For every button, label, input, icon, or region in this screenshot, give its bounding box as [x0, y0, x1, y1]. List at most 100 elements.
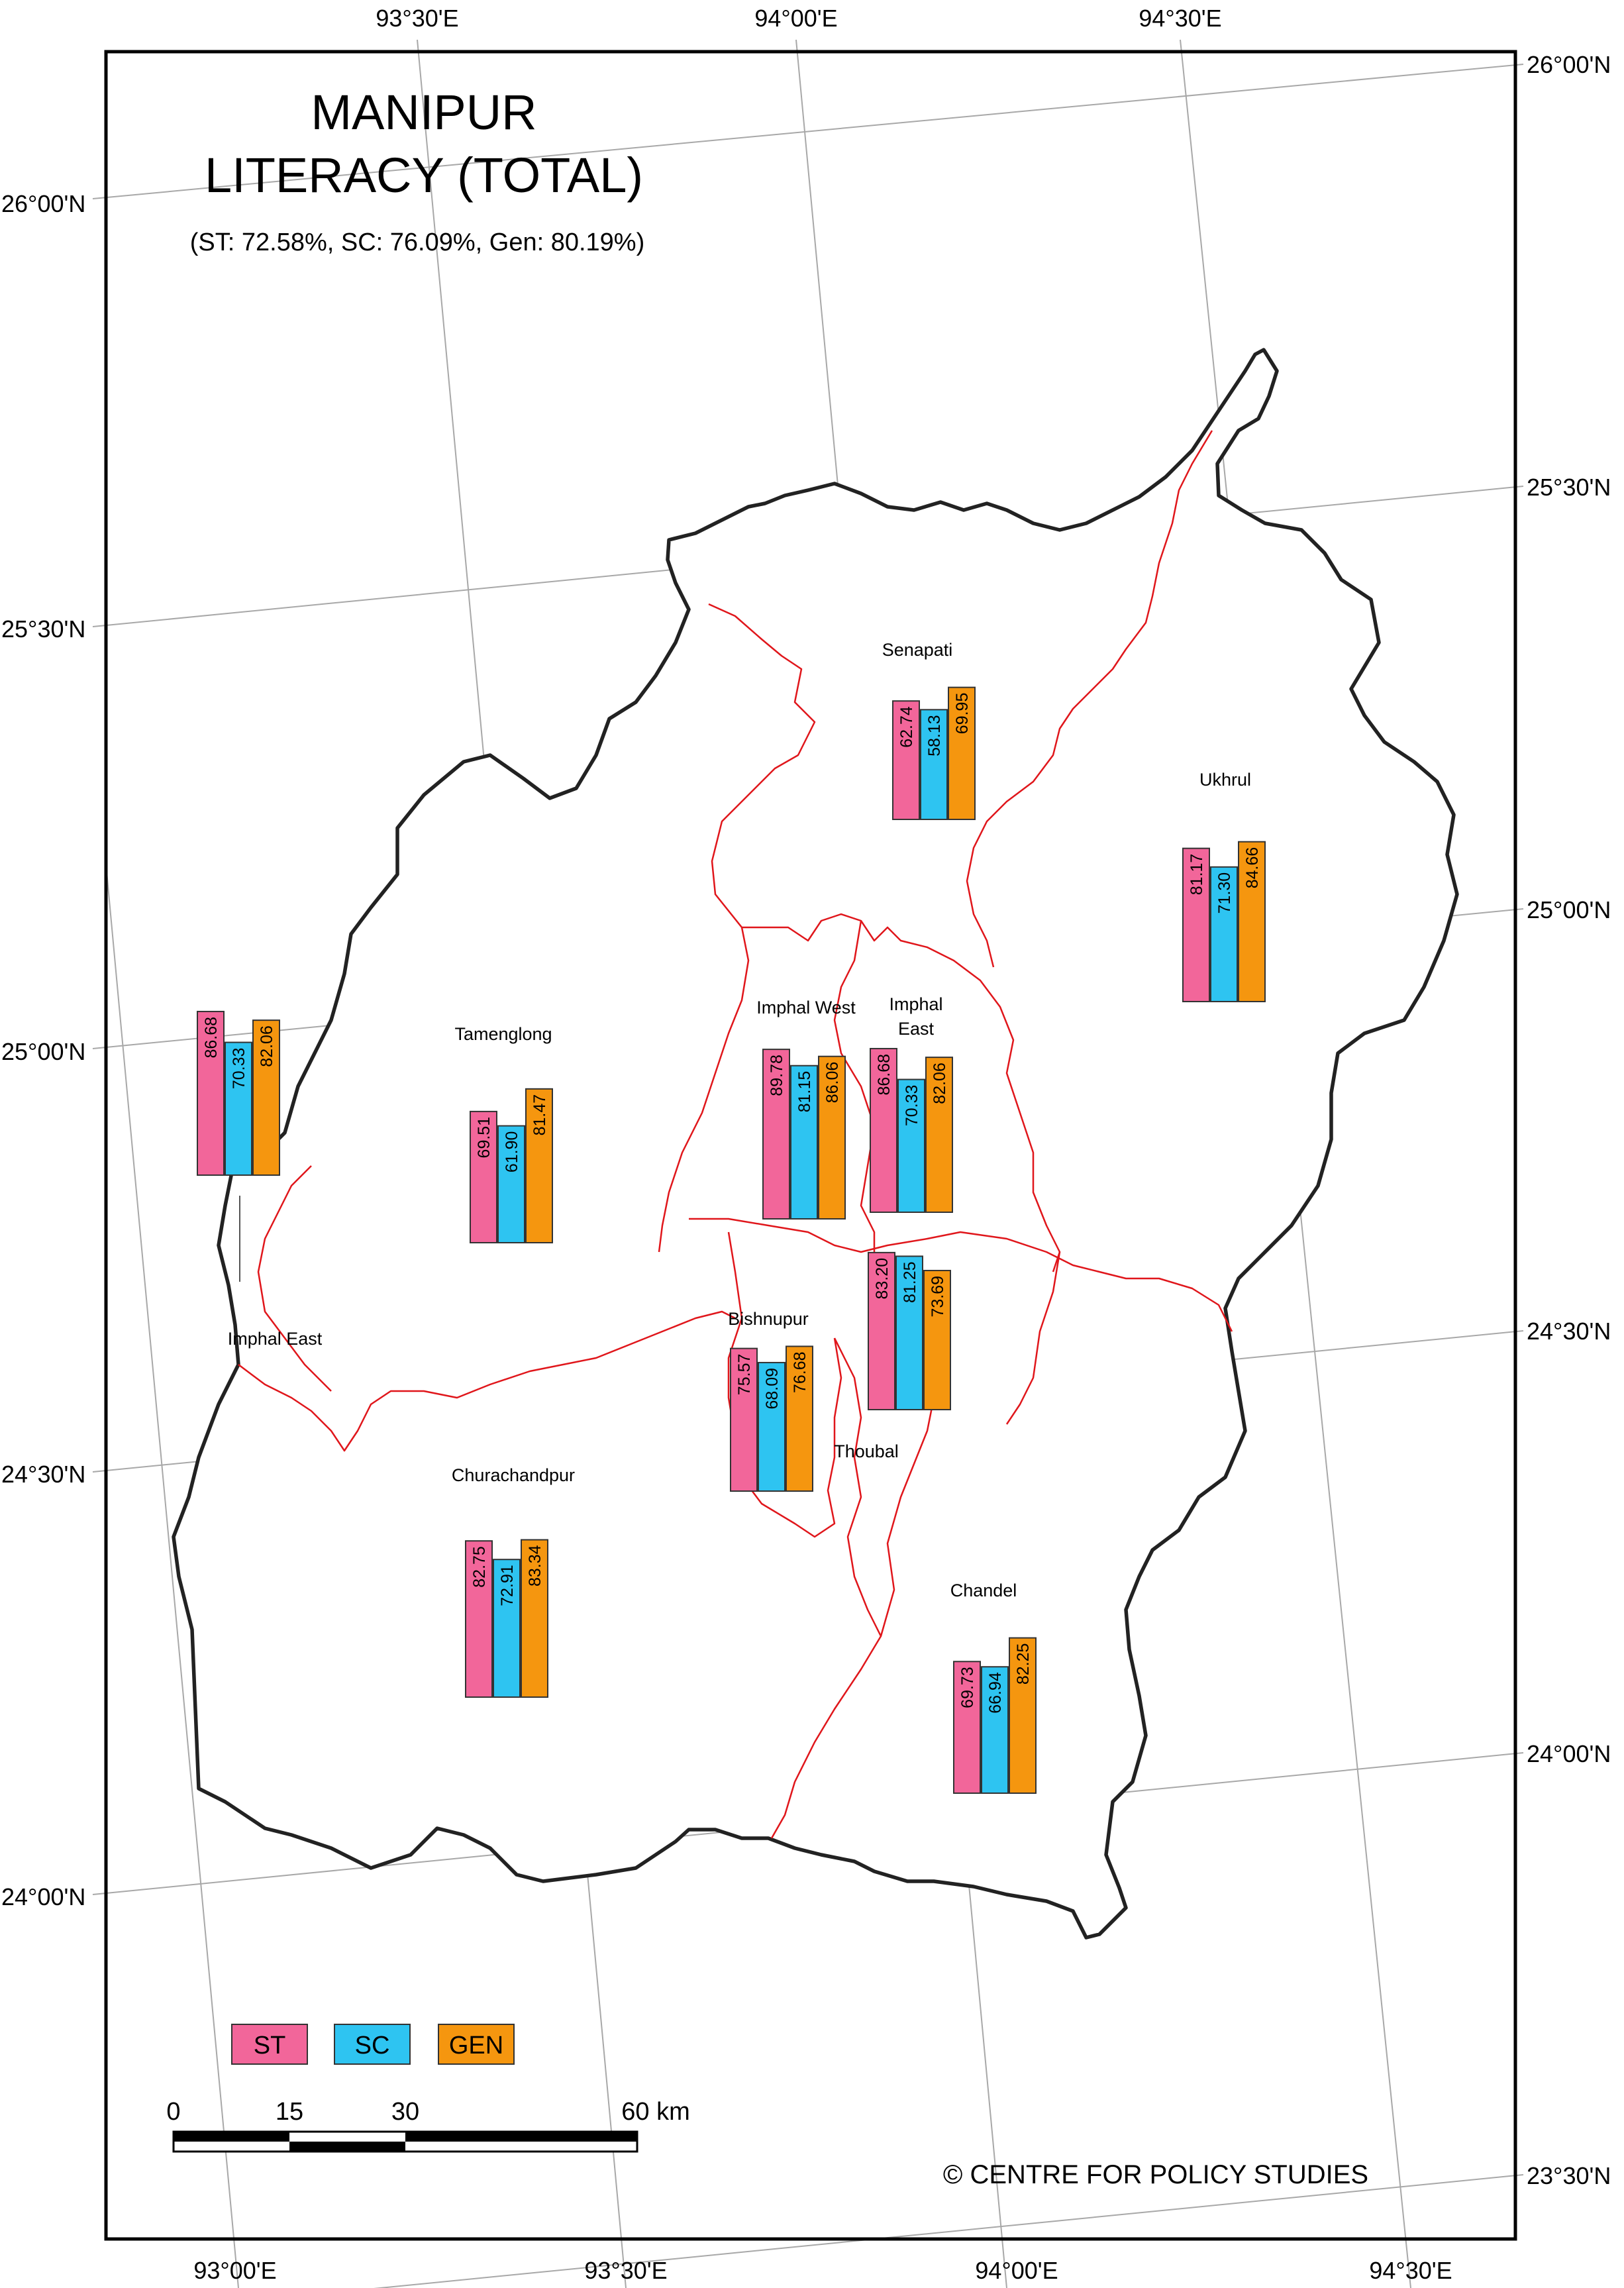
bar-st	[870, 1047, 897, 1214]
bar-value-st: 81.17	[1188, 854, 1206, 896]
map-title-line-2: LITERACY (TOTAL)	[205, 148, 643, 203]
bar-st	[730, 1347, 758, 1492]
district-chart-chandel-9: Chandel 69.73 66.94 82.25	[950, 1581, 1037, 1794]
bar-value-gen: 86.06	[823, 1062, 842, 1104]
legend-label-gen: GEN	[449, 2032, 503, 2059]
district-chart-imphal-east-5: Imphal East 86.68 70.33 82.06	[197, 1010, 323, 1349]
scale-bar-seg-2	[289, 2142, 405, 2152]
legend-label-st: ST	[254, 2032, 286, 2059]
bar-value-sc: 70.33	[903, 1085, 921, 1127]
scale-bar-seg-3	[405, 2132, 637, 2142]
district-name-line-1: Imphal	[889, 994, 942, 1014]
district-chart-tamenglong-2: Tamenglong 69.51 61.90 81.47	[454, 1024, 553, 1244]
bar-gen	[818, 1055, 846, 1220]
right-label-26-00: 26°00'N	[1527, 51, 1611, 78]
district-chart-ukhrul-1: Ukhrul 81.17 71.30 84.66	[1182, 770, 1266, 1003]
bar-value-gen: 69.95	[953, 693, 972, 735]
bar-sc	[981, 1666, 1009, 1794]
bar-st	[1182, 847, 1210, 1003]
bar-value-st: 69.73	[958, 1667, 977, 1708]
right-label-24-30: 24°30'N	[1527, 1318, 1611, 1345]
boundary-tamenglong-west	[257, 1165, 332, 1392]
legend-swatch-st	[231, 2024, 308, 2065]
bar-value-sc: 81.15	[795, 1071, 814, 1113]
bar-value-st: 75.57	[735, 1354, 754, 1396]
boundary-bishnupur	[727, 1231, 842, 1538]
scale-label-15: 15	[276, 2098, 303, 2126]
district-chart-thoubal-7: Thoubal 83.20 81.25 73.69	[834, 1251, 951, 1461]
bar-gen	[925, 1057, 953, 1214]
bar-value-st: 89.78	[768, 1055, 786, 1096]
scale-label-30: 30	[391, 2098, 419, 2126]
bar-sc	[497, 1125, 525, 1243]
bar-value-gen: 82.06	[931, 1063, 949, 1104]
bar-value-st: 86.68	[202, 1017, 221, 1059]
bar-value-st: 69.51	[475, 1117, 493, 1159]
left-label-26-00: 26°00'N	[1, 190, 85, 217]
bar-value-sc: 58.13	[925, 715, 944, 756]
bar-sc	[493, 1559, 521, 1698]
bar-gen	[948, 686, 976, 820]
district-charts: Senapati 62.74 58.13 69.95 Ukhrul 81.17 71.30 8…	[197, 640, 1266, 1794]
district-name: Thoubal	[834, 1441, 899, 1461]
top-label-94-00: 94°00'E	[754, 5, 837, 32]
boundary-ukhrul-senapati	[966, 430, 1213, 968]
district-chart-churachandpur-8: Churachandpur 82.75 72.91 83.34	[452, 1465, 575, 1698]
bar-value-gen: 84.66	[1243, 847, 1262, 889]
bar-value-gen: 82.25	[1014, 1643, 1033, 1685]
grid-line-lat-26-00	[92, 64, 1524, 199]
district-name: Senapati	[882, 640, 953, 660]
bar-st	[762, 1049, 790, 1220]
legend-swatch-sc	[334, 2024, 411, 2065]
legend: ST SC GEN	[231, 2024, 515, 2065]
boundary-chandel-churachandpur	[770, 1636, 882, 1839]
district-name: Imphal West	[756, 998, 856, 1017]
boundary-valley-south	[689, 1218, 1233, 1332]
boundary-chandel-east	[1005, 1251, 1061, 1425]
map-subtitle: (ST: 72.58%, SC: 76.09%, Gen: 80.19%)	[190, 229, 645, 256]
bar-value-sc: 68.09	[763, 1368, 782, 1410]
boundary-tamenglong-senapati	[658, 603, 816, 1253]
top-label-94-30: 94°30'E	[1139, 5, 1221, 32]
bar-value-gen: 83.34	[526, 1545, 544, 1586]
boundary-imphal-valley	[742, 913, 1061, 1273]
right-label-24-00: 24°00'N	[1527, 1740, 1611, 1767]
right-label-23-30: 23°30'N	[1527, 2162, 1611, 2189]
bar-value-st: 82.75	[470, 1546, 489, 1588]
district-name: Bishnupur	[728, 1309, 809, 1329]
bar-st	[892, 700, 920, 821]
legend-label-sc: SC	[355, 2032, 390, 2059]
bar-value-sc: 70.33	[230, 1048, 248, 1090]
bar-value-gen: 81.47	[531, 1094, 549, 1136]
district-chart-senapati-0: Senapati 62.74 58.13 69.95	[882, 640, 976, 821]
bar-sc	[758, 1361, 786, 1492]
bar-sc	[897, 1078, 925, 1213]
bottom-label-94-30: 94°30'E	[1369, 2257, 1452, 2284]
district-chart-imphal-west-3: Imphal West 89.78 81.15 86.06	[756, 998, 856, 1220]
district-name: Tamenglong	[454, 1024, 552, 1044]
bar-value-st: 86.68	[875, 1054, 893, 1096]
grid-line-lon-93-00	[105, 864, 239, 2288]
bar-value-sc: 81.25	[901, 1261, 919, 1303]
right-label-25-30: 25°30'N	[1527, 474, 1611, 501]
bar-sc	[225, 1041, 252, 1176]
bar-sc	[1210, 866, 1238, 1003]
bar-value-sc: 61.90	[503, 1131, 521, 1173]
bar-value-gen: 73.69	[929, 1276, 947, 1318]
bottom-label-94-00: 94°00'E	[975, 2257, 1058, 2284]
left-label-24-30: 24°30'N	[1, 1461, 85, 1488]
bar-gen	[786, 1345, 813, 1492]
bar-gen	[252, 1019, 280, 1176]
right-label-25-00: 25°00'N	[1527, 896, 1611, 923]
bar-gen	[525, 1088, 553, 1244]
bar-st	[953, 1661, 981, 1794]
bar-gen	[1009, 1637, 1037, 1794]
scale-bar: 0 15 30 60 km	[166, 2098, 690, 2153]
coordinate-labels: 93°30'E 94°00'E 94°30'E 93°00'E 93°30'E …	[1, 5, 1611, 2284]
left-label-25-00: 25°00'N	[1, 1038, 85, 1065]
bottom-label-93-30: 93°30'E	[584, 2257, 667, 2284]
bar-sc	[920, 709, 948, 820]
district-name: Imphal East	[228, 1329, 323, 1349]
bar-st	[197, 1010, 225, 1176]
